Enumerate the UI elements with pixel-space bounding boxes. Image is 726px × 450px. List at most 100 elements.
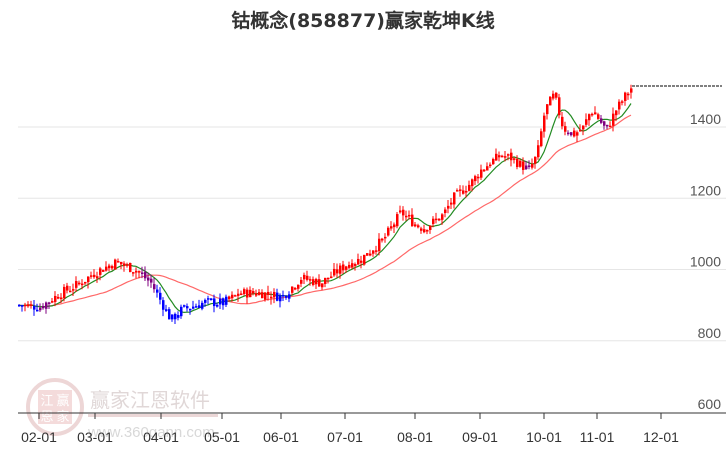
candle [120, 261, 123, 270]
candle [552, 90, 555, 101]
candle [162, 297, 165, 317]
candle [573, 127, 576, 138]
candle [582, 125, 585, 136]
candle [153, 277, 156, 293]
candle [396, 212, 399, 229]
candle [258, 288, 261, 296]
candle [507, 153, 510, 161]
candle [57, 294, 60, 300]
candle [498, 151, 501, 162]
candle [288, 291, 291, 303]
candle [477, 174, 480, 184]
candle [180, 304, 183, 319]
x-tick-label: 09-01 [462, 429, 498, 445]
candle [486, 162, 489, 171]
candle [105, 261, 108, 272]
svg-text:赢: 赢 [56, 393, 69, 409]
candle [459, 185, 462, 197]
candle [558, 93, 561, 119]
watermark-url: www.360gann.com [87, 424, 215, 441]
candle [570, 132, 573, 137]
candle [414, 221, 417, 228]
candle [621, 99, 624, 106]
candle [147, 272, 150, 287]
candle [393, 222, 396, 234]
x-axis: 02-01 03-01 04-01 05-01 06-01 07-01 08-01 09-01… [18, 412, 726, 445]
candle [576, 130, 579, 142]
candle [117, 258, 120, 263]
candle [270, 291, 273, 305]
candle [297, 284, 300, 292]
candle [333, 262, 336, 277]
candle [150, 274, 153, 288]
chart-title: 钴概念(858877)赢家乾坤K线 [231, 10, 495, 32]
svg-text:江: 江 [40, 394, 53, 409]
candle [93, 269, 96, 279]
candle [315, 277, 318, 289]
candle [234, 294, 237, 297]
candle [501, 154, 504, 158]
candle [252, 288, 255, 296]
x-tick-label: 04-01 [143, 429, 179, 445]
y-tick-label: 1000 [690, 254, 721, 270]
candle [603, 120, 606, 130]
candle [600, 115, 603, 125]
candle [186, 303, 189, 312]
candle [132, 271, 135, 277]
candle [534, 156, 537, 169]
candle [585, 113, 588, 128]
candle [168, 307, 171, 320]
candle [561, 111, 564, 130]
candle [378, 233, 381, 256]
candle [519, 158, 522, 168]
candle [228, 295, 231, 302]
candle [471, 178, 474, 192]
candle [579, 124, 582, 132]
candle [60, 293, 63, 304]
candle [255, 289, 258, 297]
candle [363, 254, 366, 266]
candle [99, 266, 102, 281]
svg-text:家: 家 [56, 409, 69, 425]
candle [108, 263, 111, 272]
candle [30, 300, 33, 309]
candle [618, 99, 621, 115]
candle [624, 91, 627, 106]
candle [237, 288, 240, 302]
candle [138, 270, 141, 279]
candle [123, 261, 126, 272]
y-tick-label: 1200 [690, 182, 721, 198]
candle [306, 270, 309, 282]
candle [279, 293, 282, 308]
candle [615, 109, 618, 122]
candle [351, 259, 354, 270]
candle [114, 258, 117, 270]
candle [165, 304, 168, 313]
candle [381, 237, 384, 243]
candle [78, 280, 81, 286]
candle [81, 279, 84, 290]
candle [177, 311, 180, 321]
gridlines [18, 126, 726, 342]
x-tick-label: 05-01 [204, 429, 240, 445]
x-tick-label: 02-01 [21, 429, 57, 445]
candle [51, 298, 54, 304]
candle [222, 297, 225, 310]
candle [339, 263, 342, 279]
candle [588, 113, 591, 126]
candle [96, 271, 99, 283]
x-tick-label: 03-01 [77, 429, 113, 445]
candle [630, 84, 633, 99]
candle [129, 262, 132, 273]
candle [357, 253, 360, 266]
candle [240, 290, 243, 296]
candle [438, 218, 441, 222]
watermark-name: 赢家江恩软件 [90, 388, 210, 412]
candle [330, 271, 333, 279]
candle [198, 299, 201, 309]
candle [489, 162, 492, 169]
candle [189, 308, 192, 315]
candle [504, 151, 507, 162]
candle [612, 107, 615, 132]
candle [210, 297, 213, 301]
